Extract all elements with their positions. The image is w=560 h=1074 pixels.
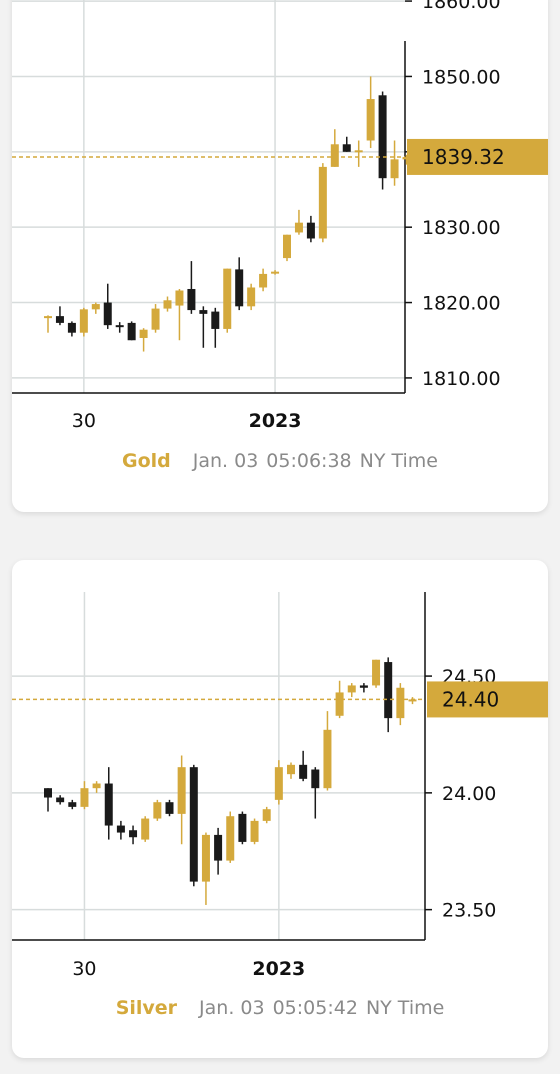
candle-body: [299, 764, 308, 779]
candle-body: [250, 820, 259, 842]
candle-body: [115, 325, 124, 328]
quote-time: 05:05:42: [272, 997, 358, 1019]
metal-name: Gold: [121, 450, 171, 472]
candle-body: [80, 788, 89, 807]
candle-body: [153, 802, 162, 819]
x-tick-label: 30: [72, 958, 96, 980]
candle-body: [163, 300, 172, 309]
candle-body: [247, 287, 256, 307]
candle-body: [127, 322, 136, 341]
gold-footer: Gold Jan. 03 05:06:38 NY Time: [12, 450, 548, 472]
current-price-label: 24.40: [442, 687, 499, 711]
candle-body: [287, 764, 295, 775]
candle-body: [347, 685, 356, 693]
time-zone: NY Time: [359, 450, 438, 472]
candle-body: [402, 157, 411, 160]
candle-body: [56, 797, 65, 803]
candle-body: [294, 222, 303, 233]
y-tick-label: 1820.00: [422, 293, 501, 315]
quote-date: Jan. 03: [199, 997, 265, 1019]
candle-body: [378, 95, 387, 179]
candle-body: [44, 788, 52, 798]
candle-body: [335, 692, 344, 716]
y-tick-label: 1810.00: [422, 368, 501, 390]
gold-price-card: 1860.001850.001840.001830.001820.001810.…: [12, 0, 548, 512]
candle-body: [129, 830, 138, 838]
x-tick-label: 2023: [252, 958, 305, 980]
y-tick-label: 24.00: [442, 783, 496, 805]
silver-price-card: 24.50 24.00 23.50 30 2023 24.40 Silver Jan. 03…: [12, 560, 548, 1058]
candle-body: [226, 816, 235, 861]
candle-body: [55, 316, 64, 323]
y-tick-label: 1860.00: [422, 0, 501, 13]
candle-body: [103, 302, 112, 326]
candle-body: [79, 309, 88, 333]
candle-body: [408, 699, 417, 702]
candle-body: [139, 329, 148, 338]
candle-body: [44, 316, 52, 319]
candle-body: [151, 308, 160, 330]
x-tick-label: 2023: [249, 410, 302, 432]
candle-body: [141, 818, 150, 840]
candle-body: [283, 234, 291, 259]
candle-body: [67, 322, 76, 333]
candle-body: [187, 288, 196, 311]
candle-body: [92, 783, 101, 789]
current-price-tag: [427, 681, 548, 718]
candle-body: [201, 834, 210, 882]
candle-body: [359, 685, 368, 688]
quote-date: Jan. 03: [192, 450, 259, 472]
candle-body: [235, 269, 244, 307]
candle-body: [390, 159, 399, 179]
candle-body: [165, 802, 174, 814]
candle-body: [189, 767, 198, 882]
candle-body: [330, 144, 339, 167]
quote-time: 05:06:38: [266, 450, 352, 472]
time-zone: NY Time: [365, 997, 445, 1019]
candle-body: [271, 271, 280, 274]
metal-name: Silver: [115, 997, 178, 1019]
candle-body: [396, 687, 405, 719]
current-price-tag: [407, 138, 548, 175]
candle-body: [306, 222, 315, 239]
candle-body: [177, 767, 186, 814]
candle-body: [214, 834, 223, 861]
silver-footer: Silver Jan. 03 05:05:42 NY Time: [12, 997, 548, 1019]
candle-body: [104, 783, 113, 826]
candle-body: [366, 99, 375, 141]
candle-body: [323, 729, 332, 789]
candle-body: [91, 304, 100, 310]
candle-body: [342, 144, 351, 152]
candle-body: [311, 769, 320, 789]
candle-body: [199, 310, 208, 314]
y-tick-label: 1830.00: [422, 217, 501, 239]
candle-body: [259, 273, 268, 288]
candle-body: [354, 150, 363, 153]
gold-candlestick-chart: 1860.001850.001840.001830.001820.001810.…: [12, 0, 548, 432]
candle-body: [318, 166, 327, 239]
candle-body: [274, 767, 283, 800]
candle-body: [175, 290, 184, 306]
candle-body: [262, 809, 271, 821]
candle-body: [238, 813, 247, 842]
candle-body: [68, 802, 77, 807]
x-tick-label: 30: [72, 410, 96, 432]
candle-body: [384, 662, 393, 719]
candle-body: [211, 311, 220, 329]
candle-body: [223, 268, 232, 329]
current-price-label: 1839.32: [422, 145, 505, 169]
y-tick-label: 23.50: [442, 900, 496, 922]
y-tick-label: 1850.00: [422, 66, 501, 88]
candle-body: [116, 825, 125, 833]
candle-body: [372, 659, 381, 686]
